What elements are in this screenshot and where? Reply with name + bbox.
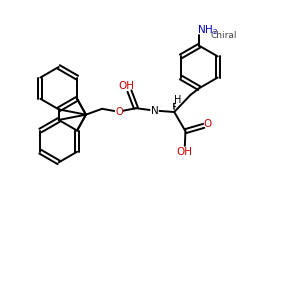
Text: N: N — [151, 106, 158, 116]
Text: O: O — [204, 119, 212, 129]
Text: OH: OH — [118, 81, 134, 91]
Text: H: H — [174, 94, 182, 105]
Text: OH: OH — [177, 147, 193, 157]
Text: NH$_2$: NH$_2$ — [197, 24, 218, 38]
Text: O: O — [115, 107, 123, 117]
Text: Chiral: Chiral — [210, 31, 237, 40]
